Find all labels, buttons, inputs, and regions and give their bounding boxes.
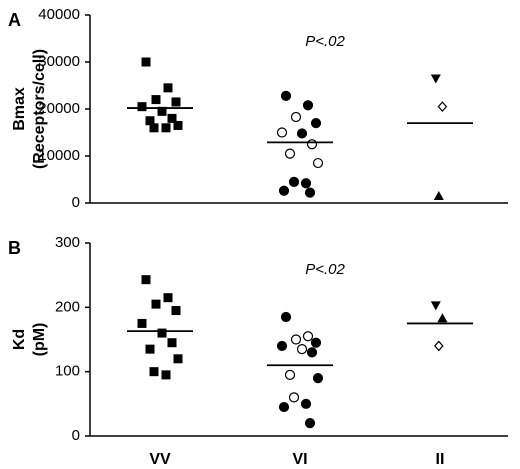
point	[306, 139, 318, 150]
point	[276, 340, 288, 352]
panel-label: B	[8, 238, 21, 258]
point	[163, 293, 173, 303]
point	[276, 127, 288, 138]
point	[296, 344, 308, 355]
y-axis-label: (Receptors/cell)	[31, 49, 48, 169]
y-tick-label: 40000	[38, 6, 80, 23]
y-axis-label: (pM)	[31, 323, 48, 357]
point	[167, 338, 177, 348]
point	[284, 148, 296, 159]
point	[290, 334, 302, 345]
point	[290, 111, 302, 123]
y-tick-label: 100	[55, 363, 80, 380]
point	[157, 106, 167, 116]
annotation: P<.02	[305, 33, 345, 50]
x-tick-label: VV	[149, 451, 171, 468]
point	[312, 157, 324, 169]
y-tick-label: 0	[72, 194, 80, 211]
point	[141, 275, 151, 285]
point	[171, 306, 181, 316]
point	[157, 328, 167, 338]
y-tick-label: 20000	[38, 100, 80, 117]
point	[310, 117, 322, 129]
point	[280, 311, 292, 323]
point	[284, 369, 296, 380]
point	[306, 347, 318, 358]
point	[167, 113, 177, 123]
y-tick-label: 0	[72, 427, 80, 444]
point	[149, 367, 159, 377]
point	[312, 373, 324, 384]
y-tick-label: 200	[55, 298, 80, 315]
point	[163, 83, 173, 93]
y-tick-label: 10000	[38, 147, 80, 164]
annotation: P<.02	[305, 261, 345, 278]
point	[302, 100, 314, 111]
point	[288, 392, 300, 403]
point	[296, 128, 308, 139]
point	[141, 57, 151, 67]
point	[145, 344, 155, 354]
point	[173, 120, 183, 130]
point	[304, 418, 316, 429]
point	[278, 185, 290, 196]
point	[173, 354, 183, 364]
point	[145, 116, 155, 126]
y-axis-label: Kd	[11, 329, 28, 350]
point	[437, 101, 448, 113]
point	[278, 401, 290, 413]
x-tick-label: VI	[292, 451, 307, 468]
x-tick-label: II	[436, 451, 445, 468]
point	[151, 299, 161, 309]
point	[280, 90, 292, 101]
y-tick-label: 300	[55, 234, 80, 251]
y-axis-label: Bmax	[11, 87, 28, 131]
point	[430, 74, 441, 84]
point	[161, 123, 171, 133]
point	[433, 340, 444, 352]
point	[430, 301, 441, 311]
point	[302, 331, 314, 342]
point	[304, 187, 316, 198]
point	[149, 123, 159, 133]
point	[137, 318, 147, 328]
panel-label: A	[8, 10, 21, 30]
point	[171, 97, 181, 107]
point	[137, 102, 147, 112]
point	[300, 178, 312, 189]
point	[161, 370, 171, 380]
point	[151, 95, 161, 105]
y-tick-label: 30000	[38, 53, 80, 70]
point	[433, 190, 444, 200]
point	[437, 313, 448, 323]
point	[288, 176, 300, 187]
point	[310, 337, 322, 348]
point	[300, 398, 312, 409]
